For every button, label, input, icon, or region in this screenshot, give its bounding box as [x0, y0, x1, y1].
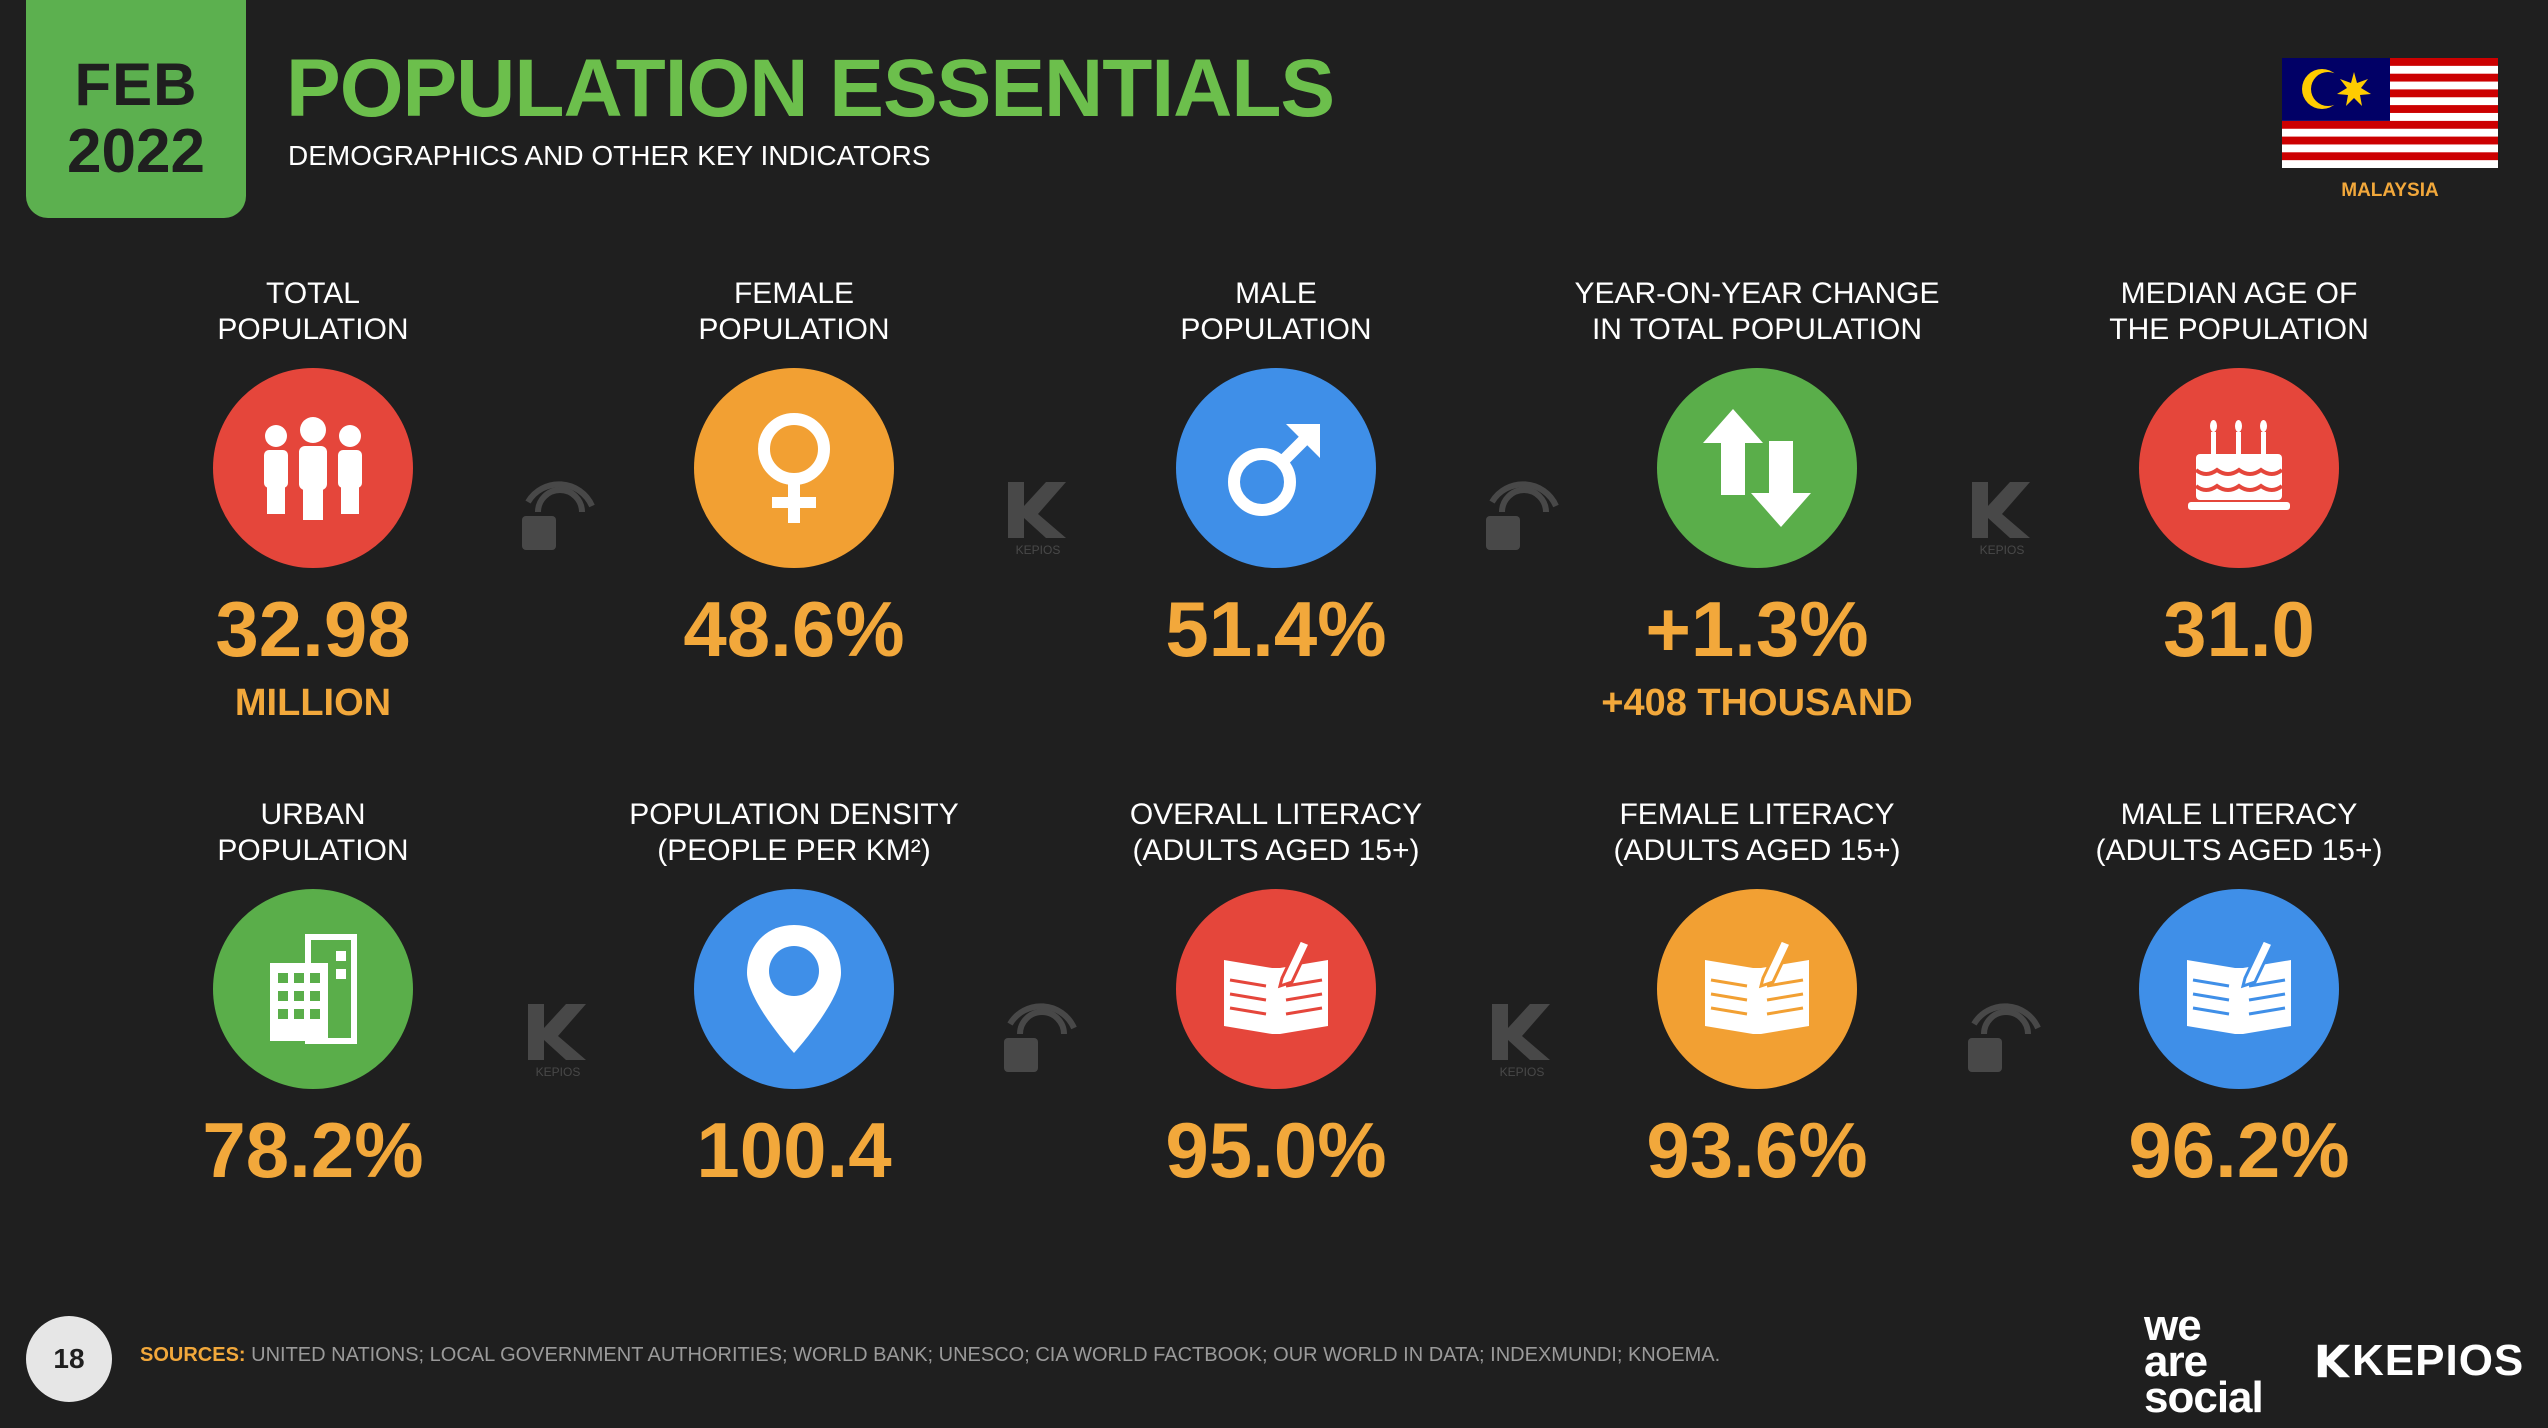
- birthday-cake-icon: [2139, 368, 2339, 568]
- book-icon: [2139, 889, 2339, 1089]
- svg-text:KEPIOS: KEPIOS: [1980, 543, 2025, 556]
- we-are-social-logo: we are social: [2144, 1301, 2264, 1422]
- up-down-arrows-icon: [1657, 368, 1857, 568]
- stat-median-age: MEDIAN AGE OF THE POPULATION 31.0: [2029, 276, 2449, 682]
- stat-value: 78.2%: [202, 1106, 424, 1194]
- stat-value: 96.2%: [2128, 1106, 2350, 1194]
- malaysia-flag-icon: [2282, 58, 2498, 168]
- page-subtitle: DEMOGRAPHICS AND OTHER KEY INDICATORS: [288, 140, 931, 171]
- date-year: 2022: [67, 117, 205, 186]
- datareportal-watermark-icon: [1004, 1003, 1077, 1072]
- stat-urban-population: URBAN POPULATION 78.2%: [103, 797, 523, 1189]
- stat-value: +1.3%: [1645, 585, 1869, 673]
- map-pin-icon: [694, 889, 894, 1089]
- date-badge: FEB 2022: [26, 0, 246, 218]
- kepios-watermark-icon: KEPIOS: [1486, 998, 1566, 1079]
- book-icon: [1657, 889, 1857, 1089]
- sources-label: SOURCES:: [140, 1344, 246, 1366]
- sources-line: SOURCES: UNITED NATIONS; LOCAL GOVERNMEN…: [140, 1344, 1720, 1367]
- stat-population-density: POPULATION DENSITY (PEOPLE PER KM²) 100.…: [584, 797, 1004, 1189]
- kepios-watermark-icon: KEPIOS: [1966, 476, 2046, 557]
- stat-value: 48.6%: [683, 585, 905, 673]
- stat-female-population: FEMALE POPULATION 48.6%: [584, 276, 1004, 682]
- stat-label: URBAN POPULATION: [217, 798, 409, 867]
- date-month: FEB: [74, 51, 198, 118]
- kepios-logo: KEPIOS: [2316, 1336, 2524, 1386]
- stat-overall-literacy: OVERALL LITERACY (ADULTS AGED 15+) 95.0%: [1066, 797, 1486, 1189]
- female-icon: [694, 368, 894, 568]
- stat-value: 95.0%: [1165, 1106, 1387, 1194]
- stat-male-literacy: MALE LITERACY (ADULTS AGED 15+) 96.2%: [2029, 797, 2449, 1189]
- stat-label: TOTAL POPULATION: [217, 277, 409, 346]
- stat-sub: +408 THOUSAND: [1601, 682, 1913, 724]
- kepios-watermark-icon: KEPIOS: [1002, 476, 1082, 557]
- stat-label: YEAR-ON-YEAR CHANGE IN TOTAL POPULATION: [1574, 277, 1940, 346]
- stat-label: POPULATION DENSITY (PEOPLE PER KM²): [629, 798, 959, 867]
- book-icon: [1176, 889, 1376, 1089]
- svg-text:KEPIOS: KEPIOS: [1016, 543, 1061, 556]
- stat-label: MALE POPULATION: [1180, 277, 1372, 346]
- stat-sub: MILLION: [234, 682, 392, 724]
- stat-total-population: TOTAL POPULATION 32.98 MILLION: [103, 276, 523, 725]
- male-icon: [1176, 368, 1376, 568]
- page-title: POPULATION ESSENTIALS: [286, 43, 1335, 134]
- datareportal-watermark-icon: [522, 481, 595, 550]
- stat-value: 31.0: [2163, 585, 2315, 673]
- stat-female-literacy: FEMALE LITERACY (ADULTS AGED 15+) 93.6%: [1547, 797, 1967, 1189]
- stat-label: MALE LITERACY (ADULTS AGED 15+): [2095, 798, 2383, 867]
- people-icon: [213, 368, 413, 568]
- stat-value: 93.6%: [1646, 1106, 1868, 1194]
- country-label: MALAYSIA: [2341, 180, 2439, 201]
- svg-text:KEPIOS: KEPIOS: [1500, 1065, 1545, 1078]
- svg-text:KEPIOS: KEPIOS: [536, 1065, 581, 1078]
- datareportal-watermark-icon: [1486, 481, 1559, 550]
- sources-text: UNITED NATIONS; LOCAL GOVERNMENT AUTHORI…: [251, 1344, 1721, 1366]
- stat-label: MEDIAN AGE OF THE POPULATION: [2109, 277, 2369, 346]
- stat-value: 100.4: [696, 1106, 892, 1194]
- kepios-watermark-icon: KEPIOS: [522, 998, 602, 1079]
- stat-value: 32.98: [215, 585, 411, 673]
- stat-label: FEMALE POPULATION: [698, 277, 890, 346]
- stat-value: 51.4%: [1165, 585, 1387, 673]
- stat-label: OVERALL LITERACY (ADULTS AGED 15+): [1129, 798, 1423, 867]
- stat-yoy-change: YEAR-ON-YEAR CHANGE IN TOTAL POPULATION …: [1547, 276, 1967, 725]
- stat-label: FEMALE LITERACY (ADULTS AGED 15+): [1613, 798, 1901, 867]
- kepios-k-icon: [2317, 1344, 2351, 1378]
- stat-male-population: MALE POPULATION 51.4%: [1066, 276, 1486, 682]
- buildings-icon: [213, 889, 413, 1089]
- page-number: 18: [26, 1316, 112, 1402]
- datareportal-watermark-icon: [1968, 1003, 2041, 1072]
